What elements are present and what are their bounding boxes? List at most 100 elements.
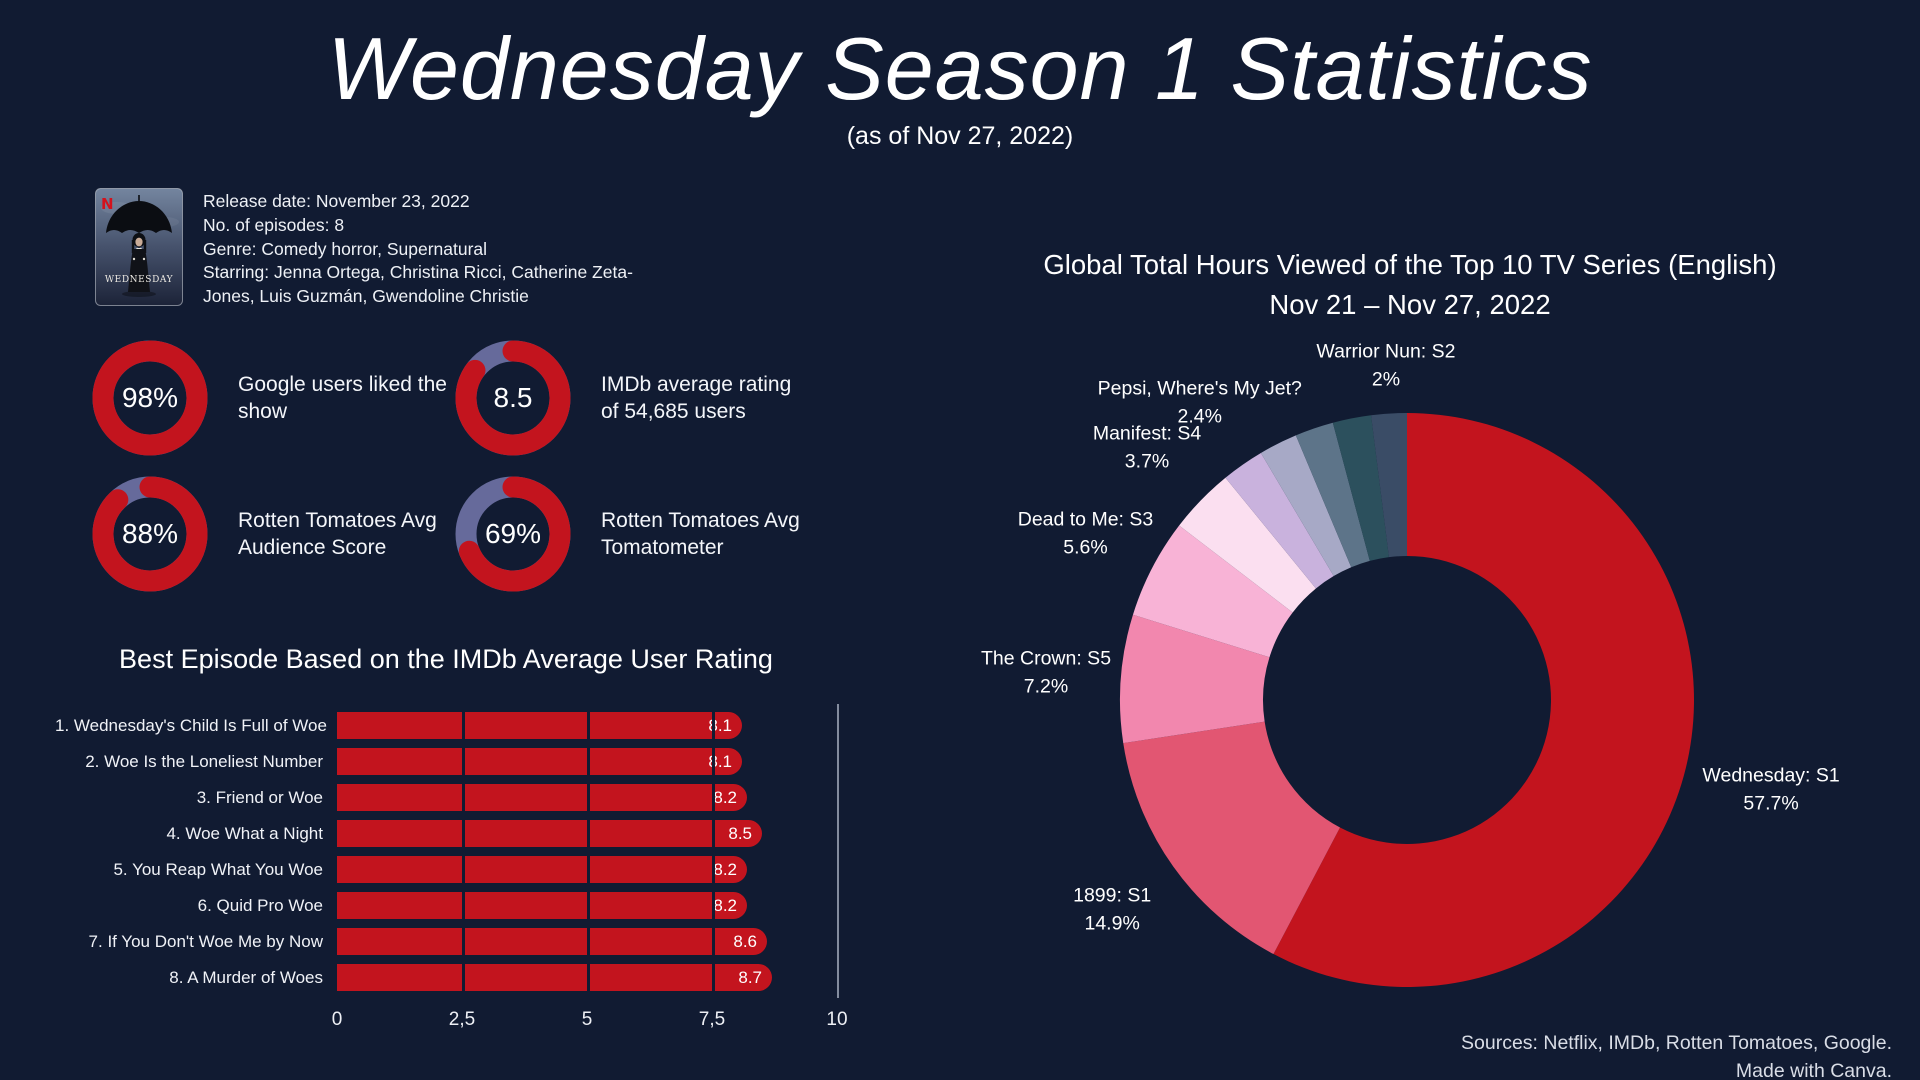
bar-track: 8.6 — [337, 928, 837, 955]
bar-value-label: 8.6 — [733, 931, 757, 951]
episode-label: 6. Quid Pro Woe — [197, 895, 323, 915]
pie-slice-wednesday-s1 — [1273, 413, 1694, 988]
pie-label-name: The Crown: S5 — [980, 647, 1112, 670]
episode-bar: 8.5 — [337, 820, 762, 847]
bar-value-label: 8.5 — [728, 823, 752, 843]
pie-slice-warrior-nun-s2 — [1371, 413, 1407, 558]
bar-track: 8.2 — [337, 892, 837, 919]
episode-bar: 8.1 — [337, 748, 742, 775]
gauge-description: Google users liked the show — [238, 372, 447, 423]
gauge-value-label: 8.5 — [494, 382, 533, 413]
episode-label: 2. Woe Is the Loneliest Number — [85, 751, 323, 771]
bar-row: 8. A Murder of Woes 8.7 — [55, 964, 837, 991]
episode-count-text: No. of episodes: 8 — [203, 214, 345, 235]
episode-label: 3. Friend or Woe — [196, 787, 323, 807]
x-axis-tick: 2,5 — [448, 1009, 476, 1030]
episode-bar: 8.2 — [337, 892, 747, 919]
pie-slice-manifest-s4 — [1179, 477, 1316, 613]
x-axis-tick: 7,5 — [698, 1009, 726, 1030]
pie-slice-label: 1899: S1 14.9% — [1073, 882, 1151, 939]
gauge-value-arc — [455, 340, 571, 456]
pie-slice-label: Wednesday: S1 57.7% — [1702, 762, 1839, 819]
pie-slice-unlabeled-8 — [1332, 415, 1389, 561]
gauge-ring: 98% — [92, 340, 208, 456]
bar-chart: 1. Wednesday's Child Is Full of Woe 8.1 2.… — [55, 712, 837, 991]
bar-value-label: 8.2 — [713, 895, 737, 915]
pie-slice-the-crown-s5 — [1120, 614, 1270, 744]
pie-label-name: Warrior Nun: S2 — [1316, 340, 1456, 363]
release-date-text: Release date: November 23, 2022 — [203, 191, 470, 211]
bar-value-label: 8.2 — [713, 859, 737, 879]
bar-track: 8.2 — [337, 784, 837, 811]
pie-label-percent: 57.7% — [1743, 792, 1799, 815]
bar-chart-title: Best Episode Based on the IMDb Average U… — [119, 644, 773, 674]
axis-domain-line — [837, 704, 839, 998]
pie-slice-label: Dead to Me: S3 5.6% — [1018, 505, 1154, 562]
page-subtitle: (as of Nov 27, 2022) — [846, 122, 1074, 150]
bar-track: 8.1 — [337, 748, 837, 775]
poster-title: WEDNESDAY — [105, 275, 174, 285]
episode-bar: 8.2 — [337, 856, 747, 883]
page-title: Wednesday Season 1 Statistics — [327, 19, 1593, 118]
bar-track: 8.5 — [337, 820, 837, 847]
episode-bar: 8.2 — [337, 784, 747, 811]
gauge-value-label: 69% — [485, 518, 541, 549]
gauge-value-arc — [92, 340, 208, 456]
pie-slice-label: Pepsi, Where's My Jet? 2.4% — [1098, 375, 1302, 432]
gauge-ring: 88% — [92, 476, 208, 592]
bar-row: 2. Woe Is the Loneliest Number 8.1 — [55, 748, 837, 775]
pie-slice-label: Manifest: S4 3.7% — [1093, 420, 1201, 477]
pie-label-percent: 2.4% — [1177, 406, 1222, 429]
pie-label-percent: 7.2% — [1023, 675, 1069, 698]
bar-value-label: 8.1 — [708, 751, 732, 771]
pie-slice-pepsi-where-s-my-jet- — [1225, 452, 1334, 589]
bar-chart-x-axis: 0 2,5 5 7,5 10 — [332, 1009, 848, 1035]
wednesday-figure — [128, 233, 150, 292]
pie-label-percent: 5.6% — [1063, 536, 1108, 559]
gauge-imdb-rating: 8.5 IMDb average rating of 54,685 users — [451, 336, 811, 460]
episode-label: 4. Woe What a Night — [166, 823, 323, 843]
pie-slice-label: The Crown: S5 7.2% — [981, 644, 1111, 701]
pie-label-name: Manifest: S4 — [1092, 422, 1202, 445]
pie-slice-label: Warrior Nun: S2 2% — [1316, 337, 1455, 394]
bar-value-label: 8.2 — [713, 787, 737, 807]
pie-slice-1899-s1 — [1123, 721, 1341, 955]
episode-label: 5. You Reap What You Woe — [113, 859, 323, 879]
donut-chart-title: Global Total Hours Viewed of the Top 10 … — [1043, 249, 1777, 280]
bar-row: 4. Woe What a Night 8.5 — [55, 820, 837, 847]
gauge-value-label: 88% — [122, 518, 178, 549]
bar-row: 6. Quid Pro Woe 8.2 — [55, 892, 837, 919]
pie-label-percent: 2% — [1371, 368, 1401, 391]
sources-line: Sources: Netflix, IMDb, Rotten Tomatoes,… — [1461, 1032, 1892, 1054]
x-axis-tick: 10 — [826, 1009, 848, 1030]
gauge-description: IMDb average rating of 54,685 users — [601, 372, 792, 423]
gauge-value-arc — [92, 476, 208, 592]
gauge-rt-tomatometer: 69% Rotten Tomatoes Avg Tomatometer — [451, 472, 811, 596]
gauge-description: Rotten Tomatoes Avg Tomatometer — [601, 508, 800, 559]
pie-label-name: Pepsi, Where's My Jet? — [1097, 377, 1302, 400]
canva-credit: Made with Canva. — [1735, 1059, 1892, 1080]
bar-track: 8.1 — [337, 712, 837, 739]
gauge-rt-audience: 88% Rotten Tomatoes Avg Audience Score — [88, 472, 448, 596]
starring-text: Starring: Jenna Ortega, Christina Ricci,… — [203, 262, 633, 307]
show-poster: N WEDNESDAY — [95, 188, 183, 306]
x-axis-tick: 5 — [581, 1009, 593, 1030]
donut-chart — [1120, 413, 1694, 988]
gauge-description: Rotten Tomatoes Avg Audience Score — [238, 508, 437, 559]
gauge-google-users: 98% Google users liked the show — [88, 336, 448, 460]
x-axis-tick: 0 — [331, 1009, 343, 1030]
bar-row: 3. Friend or Woe 8.2 — [55, 784, 837, 811]
pie-slice-unlabeled-6 — [1260, 435, 1352, 577]
episode-bar: 8.1 — [337, 712, 742, 739]
bar-value-label: 8.7 — [738, 967, 762, 987]
donut-chart-subtitle: Nov 21 – Nov 27, 2022 — [1269, 289, 1551, 320]
episode-label: 7. If You Don't Woe Me by Now — [88, 931, 323, 951]
show-info-text: Release date: November 23, 2022 No. of e… — [203, 190, 655, 309]
genre-text: Genre: Comedy horror, Supernatural — [203, 238, 488, 259]
gauge-value-label: 98% — [122, 382, 178, 413]
bar-row: 5. You Reap What You Woe 8.2 — [55, 856, 837, 883]
episode-label: 8. A Murder of Woes — [169, 967, 323, 987]
episode-label: 1. Wednesday's Child Is Full of Woe — [55, 715, 327, 735]
bar-track: 8.2 — [337, 856, 837, 883]
